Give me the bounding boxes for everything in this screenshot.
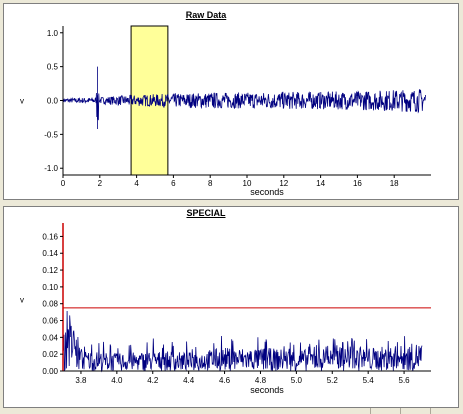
y-tick-label: 0.04: [42, 333, 58, 342]
special-chart[interactable]: 0.16 0.14 0.12 0.10 0.08 0.06 0.04 0.02 0.00 3.8 4…: [0, 203, 463, 411]
x-tick-label: 4.6: [219, 376, 231, 385]
raw-data-chart[interactable]: 1.0 0.5 0.0 -0.5 -1.00 2 4 6 8 10 12 14 16 18 seconds v: [0, 0, 463, 200]
y-tick-label: 0.14: [42, 249, 58, 258]
x-tick-label: 5.6: [399, 376, 411, 385]
x-tick-label: 4: [134, 179, 139, 188]
y-tick-label: 0.00: [42, 367, 58, 376]
x-tick-label: 14: [316, 179, 325, 188]
y-tick-label: 0.16: [42, 232, 58, 241]
y-tick-label: 0.06: [42, 317, 58, 326]
y-tick-label: 0.10: [42, 283, 58, 292]
x-tick-label: 3.8: [75, 376, 87, 385]
y-tick-label: 1.0: [47, 29, 59, 38]
x-tick-label: 4.2: [147, 376, 159, 385]
y-tick-label: 0.12: [42, 266, 58, 275]
status-segment: [400, 408, 431, 414]
y-tick-label: -0.5: [44, 130, 58, 139]
x-tick-label: 16: [353, 179, 362, 188]
status-segment: [370, 408, 401, 414]
raw-data-title: Raw Data: [185, 10, 227, 20]
status-bar: [0, 408, 463, 414]
raw-data-signal: [62, 66, 426, 129]
y-tick-label: 0.5: [47, 63, 59, 72]
special-panel: [3, 206, 459, 408]
x-tick-label: 4.8: [255, 376, 267, 385]
raw-data-panel: [3, 3, 459, 200]
x-tick-label: 18: [390, 179, 399, 188]
x-tick-label: 0: [61, 179, 66, 188]
x-tick-label: 4.4: [183, 376, 195, 385]
x-tick-label: 4.0: [111, 376, 123, 385]
x-tick-label: 5.4: [363, 376, 375, 385]
y-tick-label: 0.08: [42, 300, 58, 309]
x-tick-label: 5.0: [291, 376, 303, 385]
status-segment: [430, 408, 463, 414]
x-tick-label: 8: [208, 179, 213, 188]
y-tick-label: -1.0: [44, 164, 58, 173]
x-tick-label: 12: [279, 179, 288, 188]
x-tick-label: 6: [171, 179, 176, 188]
special-title: SPECIAL: [186, 208, 226, 218]
x-tick-label: 2: [98, 179, 103, 188]
x-axis-label: seconds: [250, 187, 284, 197]
y-tick-label: 0.0: [47, 97, 59, 106]
x-axis-label: seconds: [250, 385, 284, 395]
y-tick-label: 0.02: [42, 350, 58, 359]
y-axis-label: v: [20, 296, 24, 305]
x-tick-label: 10: [243, 179, 252, 188]
special-signal: [62, 310, 423, 373]
y-axis-label: v: [20, 97, 24, 106]
x-tick-label: 5.2: [327, 376, 339, 385]
